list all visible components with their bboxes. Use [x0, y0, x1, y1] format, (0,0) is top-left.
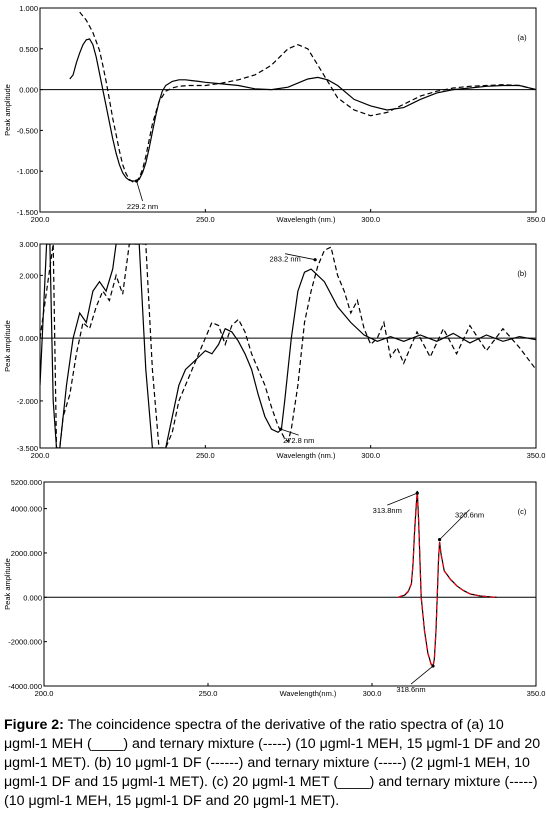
- y-tick-label-c: -4000.000: [8, 682, 42, 691]
- x-tick-label-b: 350.0: [527, 451, 546, 460]
- x-tick-label-c: 350.0: [527, 689, 546, 698]
- figure-caption: Figure 2: The coincidence spectra of the…: [4, 716, 542, 811]
- y-tick-label-a: 0.000: [19, 86, 38, 95]
- annotation-arrowhead-c: [431, 664, 435, 668]
- annotation-arrow-c: [387, 492, 418, 506]
- annotation-label-b: 283.2 nm: [269, 255, 300, 264]
- annotation-label-c: 313.8nm: [373, 506, 402, 515]
- plot-frame-c: [43, 481, 537, 687]
- annotation-arrowhead-a: [134, 179, 139, 183]
- x-tick-label-b: 200.0: [31, 451, 50, 460]
- chart-c-svg: 5200.000 4000.000 2000.000 0.000 -2000.000 -4…: [3, 478, 546, 698]
- x-tick-label-c: 300.0: [363, 689, 382, 698]
- annotation-arrow-a: [136, 180, 143, 202]
- y-tick-label-c: 4000.000: [11, 505, 42, 514]
- x-tick-label-b: 300.0: [361, 451, 380, 460]
- chart-panel-a: 1.000 0.500 0.000 -0.500 -1.000 -1.500 200.0 25…: [0, 0, 546, 232]
- x-tick-label-a: 350.0: [527, 215, 546, 224]
- series-line-b-dashed: [40, 244, 536, 448]
- series-line-c-dashed: [397, 492, 497, 668]
- y-tick-label-c: -2000.000: [8, 638, 42, 647]
- y-tick-label-c: 2000.000: [11, 549, 42, 558]
- y-tick-label-a: -1.500: [17, 208, 38, 217]
- chart-panel-b: 3.000 2.000 0.000 -2.000 -3.500 200.0 250.0 300…: [0, 236, 546, 472]
- x-tick-label-a: 300.0: [361, 215, 380, 224]
- x-axis-label-c: Wavelength(nm.): [280, 689, 337, 698]
- series-line-a-dashed: [79, 11, 536, 183]
- annotation-arrowhead-b: [279, 427, 283, 431]
- chart-panel-c: 5200.000 4000.000 2000.000 0.000 -2000.000 -4…: [0, 474, 546, 710]
- y-tick-label-a: -0.500: [17, 126, 38, 135]
- plot-frame-b: [39, 243, 537, 449]
- x-axis-label-b: Wavelength (nm.): [277, 451, 336, 460]
- x-tick-label-b: 250.0: [196, 451, 215, 460]
- figure-label: Figure 2:: [4, 717, 64, 733]
- y-tick-label-b: -3.500: [17, 444, 38, 453]
- y-tick-label-a: 1.000: [19, 4, 38, 13]
- y-axis-label-c: Peak amplitude: [3, 558, 12, 610]
- y-tick-label-b: -2.000: [17, 397, 38, 406]
- series-line-a-solid: [69, 38, 536, 182]
- panel-label-a: (a): [517, 33, 527, 42]
- annotation-arrowhead-b: [313, 258, 317, 262]
- annotation-label-c: 318.6nm: [396, 685, 425, 694]
- annotation-label-b: 272.8 nm: [283, 436, 314, 445]
- y-tick-label-b: 2.000: [19, 271, 38, 280]
- x-tick-label-a: 250.0: [196, 215, 215, 224]
- y-tick-label-a: 0.500: [19, 45, 38, 54]
- x-tick-label-c: 200.0: [35, 689, 54, 698]
- y-tick-label-c: 5200.000: [11, 478, 42, 487]
- x-tick-label-a: 200.0: [31, 215, 50, 224]
- annotation-arrow-c: [439, 509, 470, 540]
- panel-label-c: (c): [518, 507, 527, 516]
- y-tick-label-c: 0.000: [23, 593, 42, 602]
- x-axis-label-a: Wavelength (nm.): [277, 215, 336, 224]
- annotation-label-c: 320.6nm: [455, 511, 484, 520]
- annotation-arrow-c: [410, 665, 434, 685]
- x-tick-label-c: 250.0: [199, 689, 218, 698]
- y-tick-label-b: 3.000: [19, 240, 38, 249]
- y-axis-label-b: Peak amplitude: [3, 320, 12, 372]
- annotation-arrow-b: [285, 253, 316, 261]
- annotation-label-a: 229.2 nm: [127, 202, 158, 211]
- y-tick-label-b: 0.000: [19, 334, 38, 343]
- series-line-b-solid: [40, 244, 536, 448]
- annotation-arrowhead-c: [437, 538, 442, 542]
- annotation-arrow-b: [280, 428, 299, 436]
- plot-frame-a: [39, 7, 537, 213]
- y-tick-label-a: -1.000: [17, 167, 38, 176]
- annotation-arrowhead-c: [415, 491, 419, 495]
- figure-caption-text: The coincidence spectra of the derivativ…: [4, 717, 541, 809]
- panel-label-b: (b): [517, 269, 527, 278]
- y-axis-label-a: Peak amplitude: [3, 84, 12, 136]
